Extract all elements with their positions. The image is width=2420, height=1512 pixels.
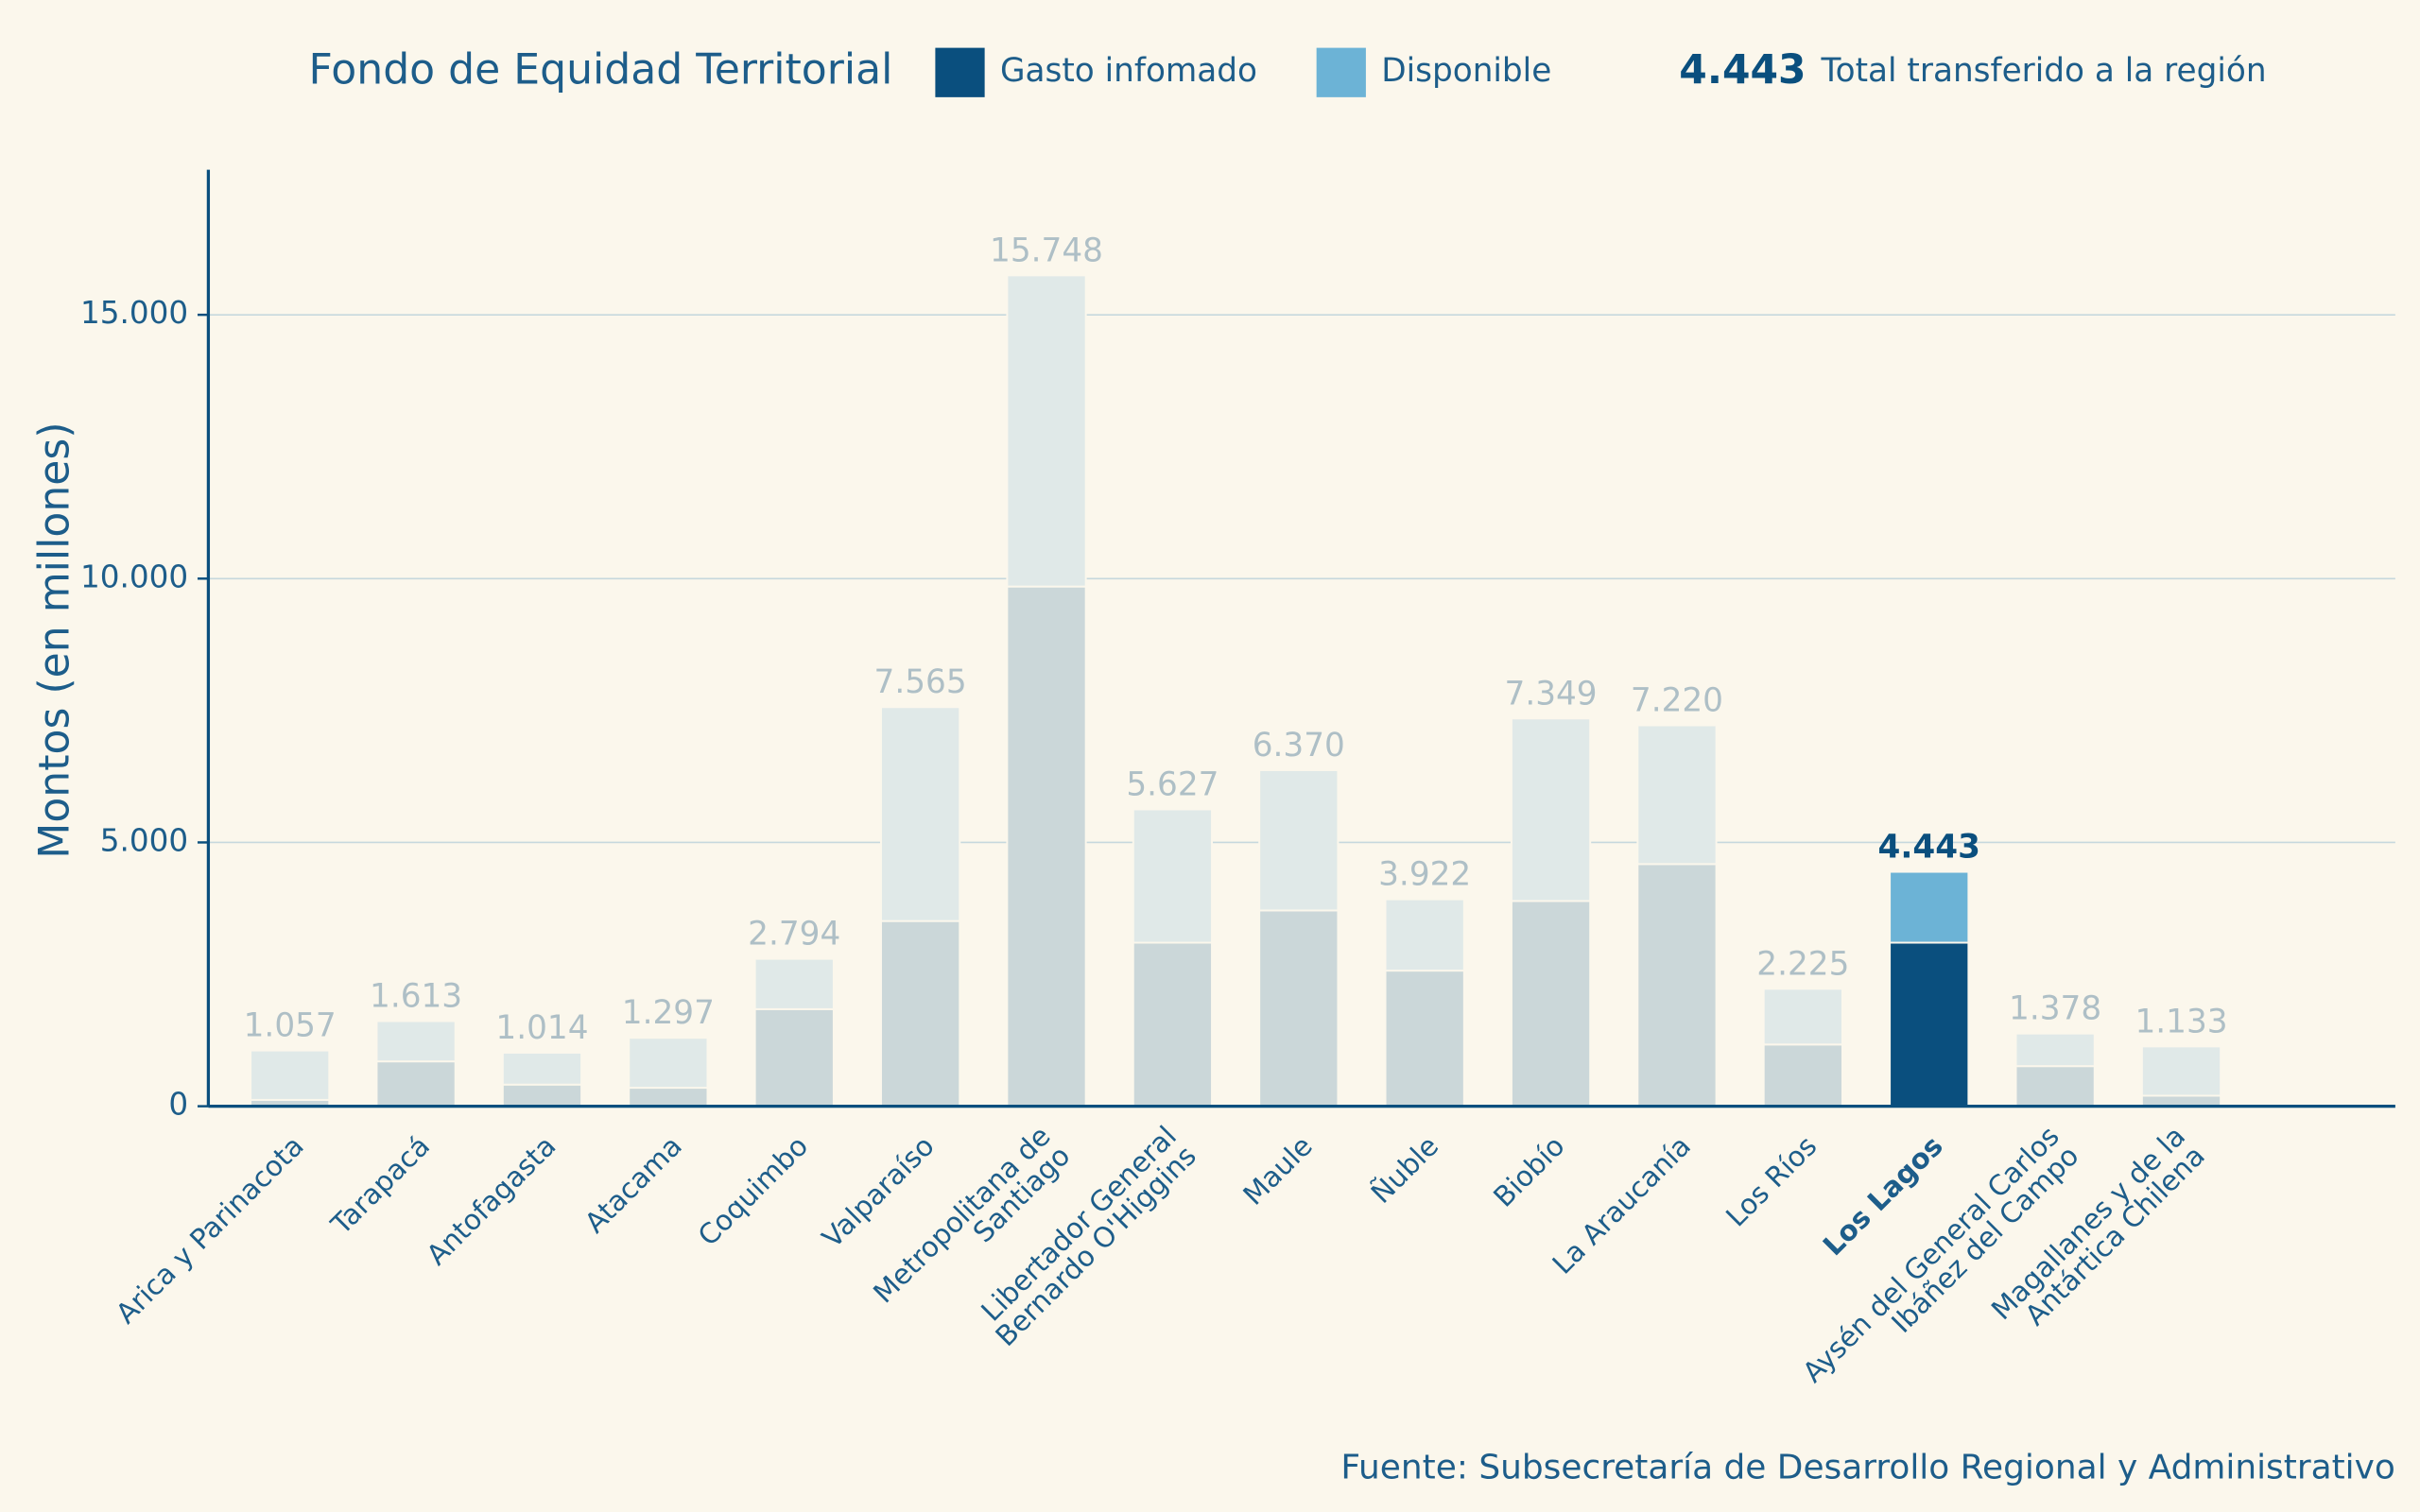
bar-segment: [501, 1052, 583, 1086]
bar-segment: [250, 1049, 331, 1101]
x-tick-label: Tarapacá: [324, 1129, 436, 1241]
bar-segment: [501, 1083, 583, 1108]
total-label: 7.349: [1505, 675, 1598, 713]
total-label: 4.443: [1878, 829, 1980, 867]
legend-swatch: [1316, 47, 1366, 97]
y-tick-label: 5.000: [100, 822, 188, 858]
total-label: 2.225: [1756, 945, 1849, 983]
total-label: 2.794: [748, 916, 840, 954]
bar-segment: [1762, 1043, 1843, 1108]
bar-segment: [1006, 274, 1087, 588]
y-tick-label: 0: [168, 1087, 188, 1123]
legend-total-text: Total transferido a la región: [1821, 52, 2267, 90]
bar-segment: [375, 1020, 457, 1063]
bar-segment: [2014, 1065, 2096, 1108]
legend-label: Gasto infomado: [1000, 52, 1257, 90]
bar-segment: [753, 957, 835, 1010]
bar-segment: [1132, 808, 1214, 944]
x-tick-label: Coquimbo: [691, 1129, 814, 1252]
bar-segment: [1006, 585, 1087, 1108]
bar-segment: [1510, 900, 1592, 1108]
bar-segment: [2140, 1094, 2222, 1108]
bar-segment: [1132, 941, 1214, 1108]
bar-segment: [1258, 909, 1340, 1108]
total-label: 6.370: [1253, 727, 1345, 765]
bar-segment: [1889, 870, 1970, 944]
x-tick-label: Ñuble: [1364, 1128, 1444, 1209]
bar-segment: [1384, 970, 1465, 1108]
bar-segment: [1636, 863, 1718, 1108]
x-tick-label: Biobío: [1487, 1129, 1570, 1212]
bar-segment: [2140, 1045, 2222, 1097]
x-tick-label: Los Ríos: [1720, 1129, 1823, 1232]
total-label: 1.133: [2135, 1003, 2227, 1040]
bar-segment: [2014, 1032, 2096, 1068]
total-label: 1.014: [495, 1009, 588, 1047]
x-tick-label: Antofagasta: [420, 1129, 562, 1271]
y-tick-label: 10.000: [80, 558, 188, 594]
chart-title: Fondo de Equidad Territorial: [309, 46, 893, 94]
total-label: 1.378: [2009, 990, 2101, 1028]
bar-segment: [1258, 768, 1340, 912]
total-label: 15.748: [990, 232, 1103, 269]
bar-segment: [1510, 717, 1592, 902]
total-label: 1.297: [622, 994, 715, 1032]
total-label: 1.613: [370, 978, 462, 1016]
total-label: 5.627: [1126, 765, 1219, 803]
source: Fuente: Subsecretaría de Desarrollo Regi…: [1340, 1448, 2395, 1486]
bar-segment: [628, 1087, 709, 1108]
bar-segment: [1636, 724, 1718, 866]
bar-segment: [1889, 941, 1970, 1108]
total-label: 1.057: [244, 1007, 337, 1045]
x-tick-label: Atacama: [579, 1129, 688, 1239]
bar-segment: [628, 1037, 709, 1090]
bar-segment: [753, 1007, 835, 1108]
legend-label: Disponible: [1381, 52, 1551, 90]
bar-segment: [1384, 898, 1465, 972]
y-tick-label: 15.000: [80, 295, 188, 331]
total-label: 7.565: [874, 663, 967, 701]
x-tick-label: Maule: [1236, 1129, 1318, 1211]
bar-segment: [1762, 988, 1843, 1046]
legend-swatch: [935, 47, 985, 97]
bar-segment: [880, 706, 961, 922]
x-tick-label: Arica y Parinacota: [110, 1129, 310, 1330]
total-label: 3.922: [1378, 856, 1471, 894]
bar-segment: [880, 919, 961, 1108]
y-axis-label: Montos (en millones): [30, 421, 78, 858]
legend-total-sample: 4.443: [1679, 47, 1806, 94]
total-label: 7.220: [1631, 682, 1723, 720]
bar-segment: [375, 1060, 457, 1108]
